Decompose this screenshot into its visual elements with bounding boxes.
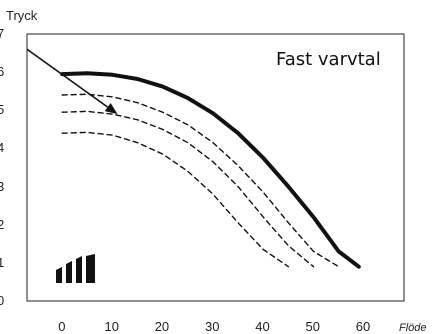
- x-tick-label: 30: [205, 319, 220, 334]
- x-tick-label: 50: [305, 319, 320, 334]
- x-tick-label: 10: [104, 319, 119, 334]
- y-tick-label: 0: [0, 293, 5, 308]
- x-axis-label: Flöde: [399, 322, 427, 334]
- dashed-curve-1: [61, 93, 340, 268]
- chart-annotation: Fast varvtal: [276, 49, 381, 70]
- x-tick-label: 40: [255, 319, 270, 334]
- y-tick-label: 2: [0, 216, 5, 232]
- plot-frame: [26, 33, 405, 302]
- dashed-curve-3: [61, 131, 290, 268]
- x-tick-label: 20: [154, 319, 170, 334]
- y-tick-label: 1: [0, 254, 5, 270]
- signal-bars-icon: [56, 254, 95, 283]
- arrow-head: [104, 103, 118, 115]
- y-tick-label: 5: [0, 102, 5, 118]
- arrow-group: [26, 48, 118, 115]
- y-tick-label: 3: [0, 178, 5, 194]
- dashed-curve-2: [61, 110, 315, 268]
- curves-group: [60, 71, 361, 269]
- arrow-line: [26, 48, 109, 108]
- x-tick-label: 0: [58, 319, 66, 334]
- y-tick-label: 6: [0, 64, 5, 80]
- main-curve: [60, 71, 361, 269]
- x-tick-label: 60: [355, 319, 371, 334]
- y-tick-label: 7: [0, 26, 5, 41]
- y-axis-label: Tryck: [6, 8, 38, 23]
- y-tick-label: 4: [0, 140, 5, 156]
